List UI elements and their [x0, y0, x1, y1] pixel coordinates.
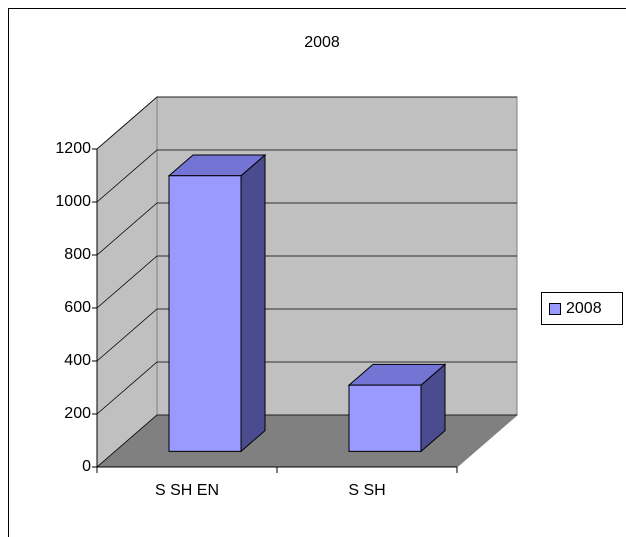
y-tick-label: 600	[64, 299, 91, 316]
grid-line	[96, 255, 517, 309]
y-tick-label: 800	[64, 246, 91, 263]
y-tick-label: 1200	[55, 140, 91, 157]
legend-label: 2008	[566, 300, 602, 317]
grid-line	[96, 361, 517, 415]
y-tick-label: 200	[64, 405, 91, 422]
x-tick-label: S SH	[348, 482, 385, 499]
bar-side	[240, 153, 266, 453]
y-tick-label: 1000	[55, 193, 91, 210]
bar	[168, 175, 242, 452]
legend-swatch	[549, 303, 561, 315]
x-tick-label: S SH EN	[155, 482, 219, 499]
grid-line	[96, 96, 517, 150]
bar	[348, 384, 422, 452]
chart-title: 2008	[304, 34, 340, 51]
grid-line	[96, 149, 517, 203]
floor	[95, 414, 519, 468]
y-tick-label: 0	[82, 458, 91, 475]
grid-line	[96, 202, 517, 256]
grid-line	[96, 308, 517, 362]
y-tick-label: 400	[64, 352, 91, 369]
